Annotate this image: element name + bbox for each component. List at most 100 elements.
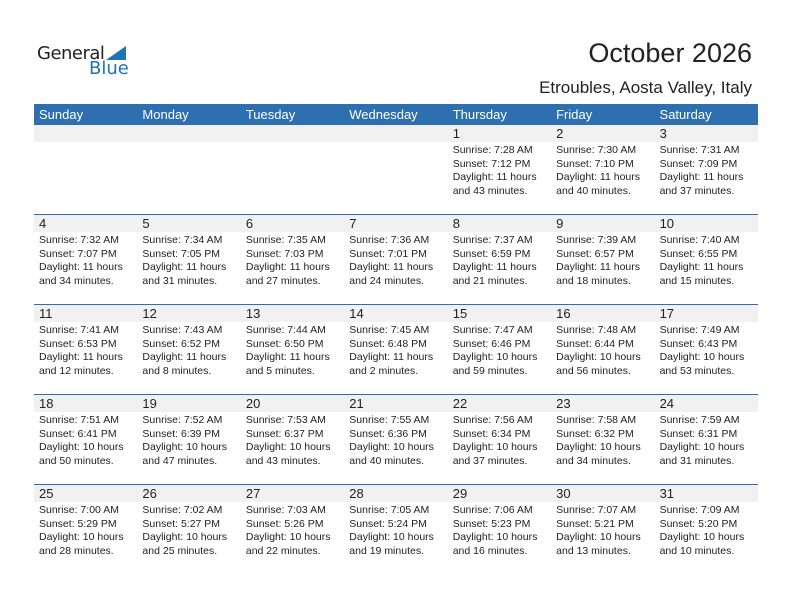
daylight-text: Daylight: 11 hours (452, 171, 537, 183)
daylight-text: Daylight: 10 hours (349, 441, 434, 453)
day-number: 28 (349, 486, 364, 501)
sunrise-text: Sunrise: 7:28 AM (452, 144, 533, 156)
day-cell: 2 Sunrise: 7:30 AM Sunset: 7:10 PM Daylight… (551, 125, 654, 215)
sunset-text: Sunset: 6:41 PM (39, 427, 117, 440)
day-number: 29 (452, 486, 468, 501)
minutes-text: and 5 minutes. (245, 364, 315, 377)
day-number: 21 (349, 396, 364, 411)
sunset-text: Sunset: 5:26 PM (245, 517, 324, 530)
sunset-text: Sunset: 7:03 PM (245, 247, 324, 260)
minutes-text: and 31 minutes. (659, 454, 735, 467)
sunrise-text: Sunrise: 7:52 AM (142, 414, 223, 426)
sunset-text: Sunset: 5:21 PM (556, 517, 634, 530)
daylight-text: Daylight: 11 hours (245, 261, 330, 273)
day-cell: 20 Sunrise: 7:53 AM Sunset: 6:37 PM Dayligh… (241, 395, 344, 485)
logo-triangle-icon (106, 46, 126, 60)
minutes-text: and 12 minutes. (39, 364, 114, 377)
day-number: 19 (142, 396, 157, 411)
day-number-band (34, 395, 758, 412)
sunset-text: Sunset: 6:52 PM (142, 337, 221, 350)
sunrise-text: Sunrise: 7:43 AM (142, 324, 223, 336)
minutes-text: and 40 minutes. (349, 454, 424, 467)
daylight-text: Daylight: 11 hours (142, 261, 227, 273)
daylight-text: Daylight: 10 hours (659, 441, 745, 453)
sunset-text: Sunset: 6:59 PM (452, 247, 531, 260)
daylight-text: Daylight: 10 hours (142, 441, 228, 453)
day-number-band (34, 215, 758, 232)
daylight-text: Daylight: 10 hours (659, 351, 745, 363)
day-cell: 25 Sunrise: 7:00 AM Sunset: 5:29 PM Dayligh… (34, 485, 137, 575)
day-cell: 13 Sunrise: 7:44 AM Sunset: 6:50 PM Dayligh… (241, 305, 344, 395)
minutes-text: and 2 minutes. (349, 364, 419, 377)
sunset-text: Sunset: 5:27 PM (142, 517, 221, 530)
day-cell: 11 Sunrise: 7:41 AM Sunset: 6:53 PM Dayligh… (34, 305, 137, 395)
day-number: 6 (245, 216, 254, 231)
day-cell: 31 Sunrise: 7:09 AM Sunset: 5:20 PM Dayligh… (655, 485, 758, 575)
sunrise-text: Sunrise: 7:51 AM (39, 414, 119, 426)
day-cell: 26 Sunrise: 7:02 AM Sunset: 5:27 PM Dayligh… (137, 485, 240, 575)
sunset-text: Sunset: 6:53 PM (39, 337, 117, 350)
daylight-text: Daylight: 10 hours (452, 531, 538, 543)
day-cell: 9 Sunrise: 7:39 AM Sunset: 6:57 PM Daylight… (551, 215, 654, 305)
week-row: 25 Sunrise: 7:00 AM Sunset: 5:29 PM Dayligh… (34, 484, 758, 575)
sunrise-text: Sunrise: 7:47 AM (452, 324, 533, 336)
sunset-text: Sunset: 6:46 PM (452, 337, 531, 350)
daylight-text: Daylight: 11 hours (556, 261, 640, 273)
daylight-text: Daylight: 10 hours (556, 531, 641, 543)
sunset-text: Sunset: 7:01 PM (349, 247, 427, 260)
weekday-monday: Monday (142, 107, 189, 122)
day-number: 9 (556, 216, 564, 231)
sunset-text: Sunset: 7:09 PM (659, 157, 738, 170)
day-number: 13 (245, 306, 261, 321)
sunrise-text: Sunrise: 7:41 AM (39, 324, 119, 336)
day-number: 22 (452, 396, 468, 411)
weekday-saturday: Saturday (659, 107, 712, 122)
week-row: 11 Sunrise: 7:41 AM Sunset: 6:53 PM Dayligh… (34, 304, 758, 395)
day-number-band (34, 485, 758, 502)
day-number: 18 (39, 396, 54, 411)
minutes-text: and 31 minutes. (142, 274, 218, 287)
sunset-text: Sunset: 5:29 PM (39, 517, 117, 530)
minutes-text: and 21 minutes. (452, 274, 528, 287)
day-number: 16 (556, 306, 571, 321)
sunrise-text: Sunrise: 7:40 AM (659, 234, 740, 246)
sunrise-text: Sunrise: 7:37 AM (452, 234, 533, 246)
daylight-text: Daylight: 11 hours (659, 261, 744, 273)
sunrise-text: Sunrise: 7:48 AM (556, 324, 637, 336)
day-number: 7 (349, 216, 357, 231)
sunset-text: Sunset: 6:34 PM (452, 427, 531, 440)
day-cell: 6 Sunrise: 7:35 AM Sunset: 7:03 PM Daylight… (241, 215, 344, 305)
weekday-wednesday: Wednesday (349, 107, 418, 122)
sunset-text: Sunset: 7:05 PM (142, 247, 221, 260)
day-cell: 17 Sunrise: 7:49 AM Sunset: 6:43 PM Dayligh… (655, 305, 758, 395)
minutes-text: and 43 minutes. (452, 184, 528, 197)
week-row: 18 Sunrise: 7:51 AM Sunset: 6:41 PM Dayligh… (34, 394, 758, 485)
daylight-text: Daylight: 10 hours (452, 351, 538, 363)
day-number: 23 (556, 396, 571, 411)
daylight-text: Daylight: 11 hours (245, 351, 330, 363)
sunset-text: Sunset: 7:12 PM (452, 157, 531, 170)
sunrise-text: Sunrise: 7:36 AM (349, 234, 430, 246)
daylight-text: Daylight: 11 hours (349, 261, 434, 273)
daylight-text: Daylight: 10 hours (245, 441, 331, 453)
sunrise-text: Sunrise: 7:32 AM (39, 234, 119, 246)
day-cell: 5 Sunrise: 7:34 AM Sunset: 7:05 PM Daylight… (137, 215, 240, 305)
minutes-text: and 27 minutes. (245, 274, 321, 287)
sunset-text: Sunset: 5:24 PM (349, 517, 427, 530)
page-title: October 2026 (588, 38, 752, 68)
day-number: 20 (245, 396, 261, 411)
sunrise-text: Sunrise: 7:53 AM (245, 414, 326, 426)
minutes-text: and 28 minutes. (39, 544, 114, 557)
sunrise-text: Sunrise: 7:59 AM (659, 414, 740, 426)
minutes-text: and 8 minutes. (142, 364, 212, 377)
sunrise-text: Sunrise: 7:00 AM (39, 504, 119, 516)
sunrise-text: Sunrise: 7:34 AM (142, 234, 223, 246)
minutes-text: and 56 minutes. (556, 364, 631, 377)
minutes-text: and 47 minutes. (142, 454, 218, 467)
daylight-text: Daylight: 10 hours (39, 441, 124, 453)
sunset-text: Sunset: 6:36 PM (349, 427, 427, 440)
sunrise-text: Sunrise: 7:03 AM (245, 504, 326, 516)
day-cell: 15 Sunrise: 7:47 AM Sunset: 6:46 PM Dayligh… (448, 305, 551, 395)
daylight-text: Daylight: 10 hours (556, 441, 641, 453)
sunrise-text: Sunrise: 7:56 AM (452, 414, 533, 426)
